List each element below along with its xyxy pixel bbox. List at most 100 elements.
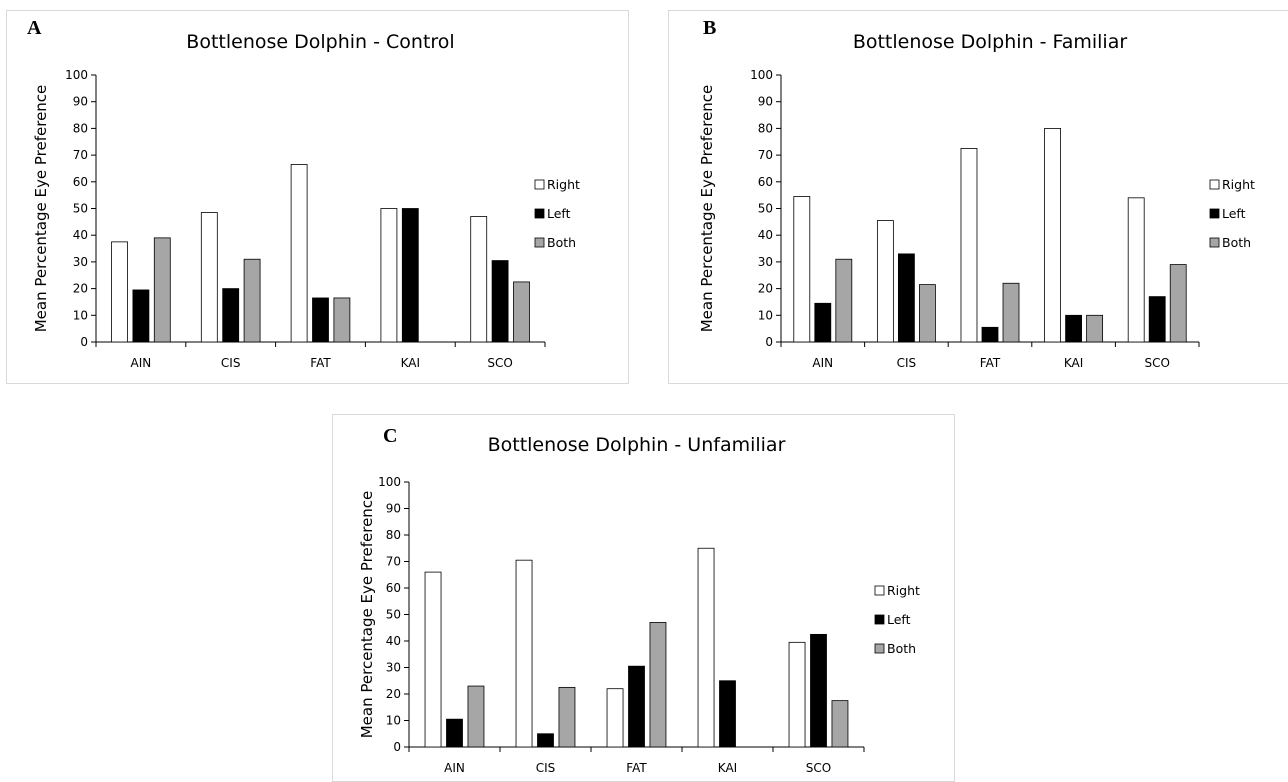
bar-right-ain xyxy=(793,196,811,343)
y-tick-label: 80 xyxy=(73,121,88,135)
bar-right-kai xyxy=(380,208,398,343)
legend-swatch-left xyxy=(874,614,885,625)
bar-right-sco xyxy=(470,216,488,343)
chart-a-svg: Bottlenose Dolphin - Control Mean Percent… xyxy=(32,31,580,370)
y-tick-label: 100 xyxy=(65,68,88,82)
bar-both-ain xyxy=(467,685,485,748)
x-tick-label: KAI xyxy=(401,356,420,370)
legend-label-both: Both xyxy=(887,641,916,656)
legend-swatch-left xyxy=(1209,208,1220,219)
chart-title: Bottlenose Dolphin - Control xyxy=(186,31,454,53)
chart-title: Bottlenose Dolphin - Familiar xyxy=(853,31,1128,53)
bar-both-fat xyxy=(649,622,667,748)
bar-both-ain xyxy=(153,237,171,343)
bar-right-ain xyxy=(424,571,442,748)
bar-right-ain xyxy=(111,241,128,343)
y-tick-label: 10 xyxy=(73,308,88,322)
legend-swatch-both xyxy=(534,237,545,248)
bar-left-cis xyxy=(537,733,554,748)
x-tick-label: SCO xyxy=(1144,356,1169,370)
y-tick-label: 90 xyxy=(758,95,773,109)
y-tick-label: 90 xyxy=(386,502,401,516)
y-tick-label: 0 xyxy=(393,740,401,754)
bar-left-fat xyxy=(628,665,645,748)
legend-swatch-right xyxy=(534,179,545,190)
legend-swatch-left xyxy=(534,208,545,219)
x-tick-label: FAT xyxy=(626,761,647,775)
chart-panel-b: Bottlenose Dolphin - Familiar Mean Percen… xyxy=(668,10,1288,384)
y-tick-label: 50 xyxy=(758,202,773,216)
panel-letter-b: B xyxy=(699,15,723,42)
bar-both-kai xyxy=(1086,314,1104,343)
y-tick-label: 50 xyxy=(386,608,401,622)
chart-c-svg: Bottlenose Dolphin - Unfamiliar Mean Perc… xyxy=(358,434,920,775)
bar-right-fat xyxy=(290,164,308,343)
bar-both-sco xyxy=(513,281,530,343)
bar-left-kai xyxy=(401,208,419,343)
y-tick-label: 70 xyxy=(73,148,88,162)
legend-label-right: Right xyxy=(887,583,920,598)
bar-left-cis xyxy=(222,288,240,343)
bar-left-ain xyxy=(132,289,150,343)
y-tick-label: 60 xyxy=(758,175,773,189)
chart-title: Bottlenose Dolphin - Unfamiliar xyxy=(488,434,786,456)
bar-right-sco xyxy=(1127,197,1145,343)
bar-both-cis xyxy=(919,284,936,343)
bar-both-sco xyxy=(831,700,849,748)
y-tick-label: 50 xyxy=(73,202,88,216)
y-tick-label: 20 xyxy=(386,687,401,701)
legend-label-both: Both xyxy=(1222,235,1251,250)
y-tick-label: 80 xyxy=(386,528,401,542)
y-tick-label: 100 xyxy=(378,475,401,489)
bar-right-cis xyxy=(200,212,218,343)
y-tick-label: 0 xyxy=(765,335,773,349)
y-tick-label: 10 xyxy=(386,714,401,728)
y-tick-label: 60 xyxy=(386,581,401,595)
legend-label-left: Left xyxy=(887,612,911,627)
x-tick-label: CIS xyxy=(221,356,241,370)
y-axis-label: Mean Percentage Eye Preference xyxy=(698,85,716,333)
x-tick-label: AIN xyxy=(444,761,465,775)
y-tick-label: 100 xyxy=(750,68,773,82)
y-tick-label: 40 xyxy=(758,228,773,242)
y-tick-label: 70 xyxy=(386,555,401,569)
bar-both-fat xyxy=(333,297,351,343)
bar-both-sco xyxy=(1169,264,1187,343)
x-tick-label: FAT xyxy=(980,356,1001,370)
bar-left-cis xyxy=(897,253,915,343)
legend-label-left: Left xyxy=(547,206,571,221)
legend-swatch-right xyxy=(1209,179,1220,190)
bar-both-fat xyxy=(1002,282,1020,343)
x-tick-label: SCO xyxy=(806,761,831,775)
bar-right-cis xyxy=(876,220,894,343)
legend-label-left: Left xyxy=(1222,206,1246,221)
bar-left-fat xyxy=(981,326,999,343)
bar-left-sco xyxy=(810,633,827,748)
legend-swatch-both xyxy=(1209,237,1220,248)
y-tick-label: 30 xyxy=(386,661,401,675)
panel-letter-a: A xyxy=(23,15,48,42)
x-tick-label: AIN xyxy=(131,356,152,370)
y-axis-label: Mean Percentage Eye Preference xyxy=(358,491,376,739)
legend-label-both: Both xyxy=(547,235,576,250)
bar-left-ain xyxy=(814,302,832,343)
legend-swatch-both xyxy=(874,643,885,654)
y-tick-label: 40 xyxy=(73,228,88,242)
x-tick-label: KAI xyxy=(1064,356,1083,370)
bar-right-fat xyxy=(960,148,978,343)
bar-left-sco xyxy=(1148,296,1166,343)
bar-right-kai xyxy=(697,547,715,748)
bar-right-fat xyxy=(606,688,624,748)
bar-right-kai xyxy=(1044,128,1061,343)
y-tick-label: 70 xyxy=(758,148,773,162)
bar-left-fat xyxy=(312,297,329,343)
x-tick-label: CIS xyxy=(536,761,556,775)
bar-both-ain xyxy=(835,258,853,343)
panel-letter-c: C xyxy=(379,423,404,450)
legend-label-right: Right xyxy=(1222,177,1255,192)
y-tick-label: 30 xyxy=(73,255,88,269)
x-tick-label: AIN xyxy=(812,356,833,370)
y-tick-label: 60 xyxy=(73,175,88,189)
y-tick-label: 20 xyxy=(758,282,773,296)
x-tick-label: KAI xyxy=(718,761,737,775)
